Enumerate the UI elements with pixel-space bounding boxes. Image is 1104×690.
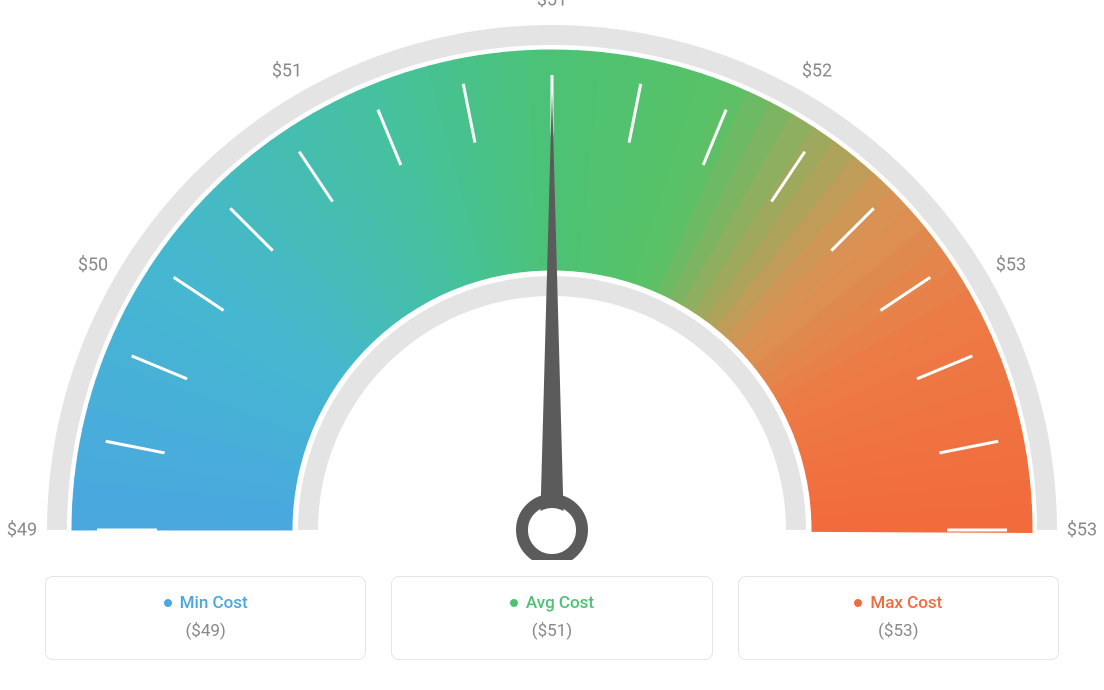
legend-dot-min xyxy=(164,599,172,607)
legend-title-min: Min Cost xyxy=(164,593,248,613)
gauge-tick-label: $49 xyxy=(7,520,37,541)
gauge-tick-label: $53 xyxy=(996,255,1026,276)
legend-value-max: ($53) xyxy=(878,621,918,641)
legend-title-avg: Avg Cost xyxy=(510,593,594,613)
gauge-tick-label: $50 xyxy=(78,255,108,276)
cost-gauge-container: $49 $50 $51 $51 $52 $53 $53 Min Cost ($49) Avg… xyxy=(0,0,1104,690)
legend-dot-avg xyxy=(510,599,518,607)
gauge-tick-label: $51 xyxy=(272,61,302,82)
legend-dot-max xyxy=(854,599,862,607)
gauge-tick-label: $52 xyxy=(802,61,832,82)
legend-value-avg: ($51) xyxy=(532,621,572,641)
gauge-tick-label: $53 xyxy=(1067,520,1097,541)
gauge-chart: $49 $50 $51 $51 $52 $53 $53 xyxy=(0,0,1104,560)
legend-label-max: Max Cost xyxy=(870,593,942,613)
legend-label-avg: Avg Cost xyxy=(526,593,594,613)
legend-row: Min Cost ($49) Avg Cost ($51) Max Cost (… xyxy=(45,576,1059,660)
legend-value-min: ($49) xyxy=(185,621,225,641)
legend-card-min: Min Cost ($49) xyxy=(45,576,366,660)
gauge-tick-label: $51 xyxy=(537,0,567,11)
legend-card-avg: Avg Cost ($51) xyxy=(391,576,712,660)
legend-card-max: Max Cost ($53) xyxy=(738,576,1059,660)
legend-label-min: Min Cost xyxy=(180,593,248,613)
legend-title-max: Max Cost xyxy=(854,593,942,613)
